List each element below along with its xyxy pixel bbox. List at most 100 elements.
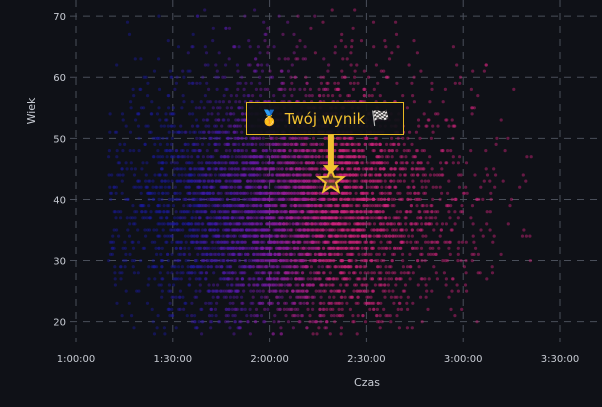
data-point	[254, 167, 259, 171]
data-point	[222, 259, 226, 263]
data-point	[419, 246, 424, 250]
data-point	[375, 185, 379, 189]
data-point	[251, 94, 255, 98]
data-point	[367, 252, 371, 256]
data-point	[208, 161, 212, 165]
data-point	[261, 149, 265, 153]
data-point	[341, 210, 345, 214]
data-point	[367, 75, 371, 79]
data-point	[193, 204, 197, 208]
data-point	[286, 216, 290, 220]
data-point	[322, 75, 326, 79]
data-point	[252, 69, 256, 73]
data-point	[226, 118, 230, 122]
data-point	[390, 228, 395, 232]
data-point	[162, 326, 166, 330]
data-point	[133, 57, 137, 61]
data-point	[302, 136, 306, 140]
data-point	[352, 179, 356, 183]
data-point	[379, 149, 383, 153]
data-point	[256, 228, 260, 232]
data-point	[396, 179, 400, 183]
data-point	[247, 283, 251, 287]
data-point	[212, 210, 216, 214]
data-point	[407, 63, 411, 67]
data-point	[397, 216, 401, 220]
data-point	[112, 210, 116, 214]
data-point	[229, 204, 233, 208]
data-point	[351, 149, 355, 153]
data-point	[345, 228, 349, 232]
data-point	[291, 289, 295, 293]
data-point	[291, 240, 295, 244]
data-point	[256, 234, 260, 238]
data-point	[392, 197, 396, 201]
data-point	[469, 87, 473, 91]
data-point	[250, 222, 254, 226]
data-point	[419, 277, 423, 281]
data-point	[313, 216, 317, 220]
data-point	[279, 69, 283, 73]
data-point	[123, 240, 127, 244]
data-point	[157, 197, 161, 201]
data-point	[459, 210, 463, 214]
data-point	[326, 265, 330, 269]
data-point	[314, 204, 318, 208]
data-point	[383, 283, 387, 287]
data-point	[320, 216, 324, 220]
data-point	[325, 265, 329, 269]
data-point	[184, 142, 188, 146]
data-point	[181, 69, 185, 73]
data-point	[319, 295, 323, 299]
data-point	[499, 118, 503, 122]
data-point	[318, 301, 322, 305]
data-point	[232, 259, 236, 263]
data-point	[343, 222, 347, 226]
data-point	[258, 81, 262, 85]
data-point	[484, 149, 488, 153]
data-point	[210, 210, 214, 214]
data-point	[460, 240, 465, 244]
data-point	[381, 210, 385, 214]
data-point	[256, 314, 260, 318]
data-point	[281, 240, 285, 244]
data-point	[224, 63, 228, 67]
data-point	[163, 149, 167, 153]
data-point	[342, 136, 346, 140]
data-point	[288, 234, 292, 238]
data-point	[166, 252, 170, 256]
data-point	[270, 197, 274, 201]
data-point	[255, 246, 259, 250]
data-point	[306, 240, 310, 244]
data-point	[214, 142, 218, 146]
data-point	[140, 210, 144, 214]
data-point	[264, 149, 268, 153]
data-point	[458, 81, 462, 85]
data-point	[444, 222, 448, 226]
data-point	[488, 210, 492, 214]
data-point	[426, 179, 431, 183]
data-point	[115, 228, 119, 232]
data-point	[252, 179, 256, 183]
data-point	[181, 155, 185, 159]
data-point	[170, 252, 174, 256]
data-point	[293, 204, 297, 208]
data-point	[185, 161, 189, 165]
data-point	[263, 185, 267, 189]
data-point	[347, 149, 351, 153]
data-point	[398, 277, 402, 281]
data-point	[321, 210, 325, 214]
data-point	[426, 118, 430, 122]
data-point	[395, 246, 399, 250]
data-point	[305, 136, 309, 140]
data-point	[371, 161, 375, 165]
data-point	[186, 142, 190, 146]
data-point	[252, 252, 256, 256]
data-point	[314, 259, 318, 263]
data-point	[336, 246, 340, 250]
data-point	[130, 167, 134, 171]
data-point	[420, 228, 424, 232]
data-point	[352, 197, 356, 201]
data-point	[209, 326, 213, 330]
data-point	[354, 210, 358, 214]
